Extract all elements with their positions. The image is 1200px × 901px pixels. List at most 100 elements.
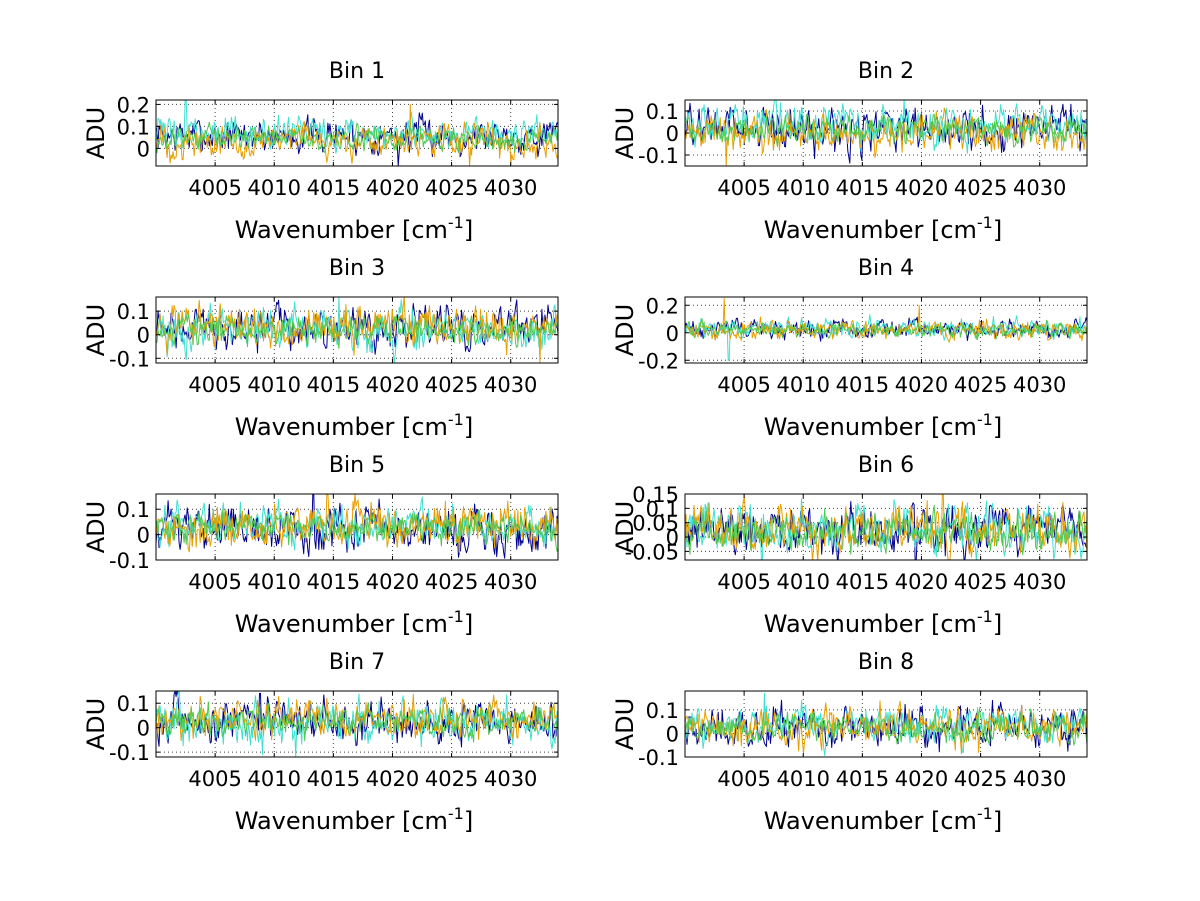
series-line-3	[156, 103, 558, 166]
subplot-1: 4005 4010 4015 4020 4025 4030 00.10.2 Bin 1 ADU W…	[82, 59, 559, 244]
subplot-4: 4005 4010 4015 4020 4025 4030 -0.2 0 0.2 Bin 4 ADU…	[611, 256, 1088, 441]
axes-border	[684, 690, 1088, 758]
y-tick-label: -0.1	[638, 144, 679, 168]
subplot-title: Bin 3	[329, 256, 385, 281]
subplot-title: Bin 5	[329, 453, 385, 478]
axes-border	[684, 493, 1088, 561]
x-tick-label: 4025	[954, 570, 1007, 594]
x-axis-label: Wavenumber [cm-1]	[764, 213, 1002, 244]
x-axis-label-main: Wavenumber [cm	[235, 413, 448, 441]
series-line-3	[685, 297, 1087, 343]
x-tick-label: 4015	[836, 767, 889, 791]
x-tick-label: 4015	[836, 373, 889, 397]
series-line-4	[685, 318, 1087, 340]
subplot-5: 4005 4010 4015 4020 4025 4030 -0.100.1 Bin 5 ADU…	[82, 453, 559, 638]
x-tick-label: 4015	[307, 176, 360, 200]
x-axis-label: Wavenumber [cm-1]	[235, 607, 473, 638]
x-tick-label: 4020	[366, 176, 419, 200]
y-axis-label: ADU	[82, 107, 110, 159]
y-axis-label: ADU	[611, 698, 639, 750]
x-axis-label: Wavenumber [cm-1]	[764, 804, 1002, 835]
x-axis-label-close: ]	[993, 413, 1002, 441]
series-group	[156, 494, 558, 559]
x-axis-label-superscript: -1	[448, 410, 464, 429]
x-tick-label: 4020	[895, 373, 948, 397]
axes-border	[155, 296, 559, 364]
series-line-2	[156, 691, 558, 757]
x-tick-label: 4015	[836, 176, 889, 200]
x-tick-label: 4025	[425, 570, 478, 594]
x-tick-label: 4010	[248, 176, 301, 200]
series-line-4	[685, 113, 1087, 148]
y-tick-label: 0	[137, 524, 150, 548]
x-axis-label-main: Wavenumber [cm	[235, 216, 448, 244]
y-tick-label: 0	[666, 526, 679, 550]
x-tick-label: 4010	[777, 570, 830, 594]
y-tick-label: 0.1	[117, 498, 150, 522]
y-tick-label: -0.2	[638, 349, 679, 373]
x-axis-label-close: ]	[993, 807, 1002, 835]
x-tick-label: 4005	[717, 373, 770, 397]
subplot-title: Bin 7	[329, 650, 385, 675]
x-tick-label: 4030	[484, 176, 537, 200]
series-line-2	[156, 297, 558, 363]
series-group	[685, 494, 1087, 560]
subplot-title: Bin 4	[858, 256, 914, 281]
x-tick-label: 4030	[1013, 570, 1066, 594]
x-tick-label: 4030	[1013, 767, 1066, 791]
y-tick-label: 0.1	[646, 699, 679, 723]
y-tick-label: 0	[137, 324, 150, 348]
y-tick-label: 0.2	[646, 294, 679, 318]
x-axis-label: Wavenumber [cm-1]	[235, 213, 473, 244]
y-tick-label: 0.2	[117, 93, 150, 117]
y-axis-label: ADU	[611, 107, 639, 159]
x-tick-label: 4010	[777, 176, 830, 200]
x-tick-label: 4005	[188, 767, 241, 791]
x-tick-label: 4005	[188, 176, 241, 200]
x-axis-label: Wavenumber [cm-1]	[235, 410, 473, 441]
x-tick-label: 4030	[484, 570, 537, 594]
subplot-2: 4005 4010 4015 4020 4025 4030 -0.100.1 Bin 2 ADU…	[611, 59, 1088, 244]
series-group	[685, 100, 1087, 166]
x-axis-label: Wavenumber [cm-1]	[764, 607, 1002, 638]
x-axis-label-superscript: -1	[977, 804, 993, 823]
y-tick-label: 0.1	[646, 100, 679, 124]
x-tick-label: 4025	[954, 176, 1007, 200]
y-tick-label: 0	[666, 122, 679, 146]
x-axis-label-superscript: -1	[977, 410, 993, 429]
axes-border	[155, 690, 559, 758]
x-axis-label-superscript: -1	[977, 213, 993, 232]
series-line-4	[156, 313, 558, 349]
x-tick-label: 4005	[717, 570, 770, 594]
x-tick-label: 4020	[366, 570, 419, 594]
axes-border	[155, 493, 559, 561]
x-axis-label-main: Wavenumber [cm	[764, 807, 977, 835]
x-tick-label: 4005	[188, 373, 241, 397]
x-tick-label: 4025	[954, 767, 1007, 791]
y-tick-label: -0.05	[625, 540, 679, 564]
x-tick-label: 4030	[1013, 176, 1066, 200]
x-tick-label: 4020	[895, 767, 948, 791]
x-axis-label-close: ]	[464, 413, 473, 441]
x-tick-label: 4025	[954, 373, 1007, 397]
x-axis-label: Wavenumber [cm-1]	[764, 410, 1002, 441]
x-axis-label-close: ]	[464, 610, 473, 638]
series-line-4	[156, 121, 558, 154]
y-tick-label: 0.1	[117, 300, 150, 324]
x-tick-label: 4005	[188, 570, 241, 594]
x-axis-label-close: ]	[464, 807, 473, 835]
y-axis-label: ADU	[611, 304, 639, 356]
x-tick-label: 4025	[425, 767, 478, 791]
y-axis-label: ADU	[611, 501, 639, 553]
subplot-6: 4005 4010 4015 4020 4025 4030 -0.0500.050.10.1…	[611, 453, 1088, 638]
x-tick-label: 4005	[717, 176, 770, 200]
subplot-title: Bin 2	[858, 59, 914, 84]
x-tick-label: 4015	[307, 373, 360, 397]
series-group	[685, 692, 1087, 756]
x-tick-label: 4020	[366, 373, 419, 397]
x-tick-label: 4010	[777, 373, 830, 397]
x-axis-label-main: Wavenumber [cm	[764, 216, 977, 244]
y-tick-label: -0.1	[638, 746, 679, 770]
x-axis-label-main: Wavenumber [cm	[764, 610, 977, 638]
